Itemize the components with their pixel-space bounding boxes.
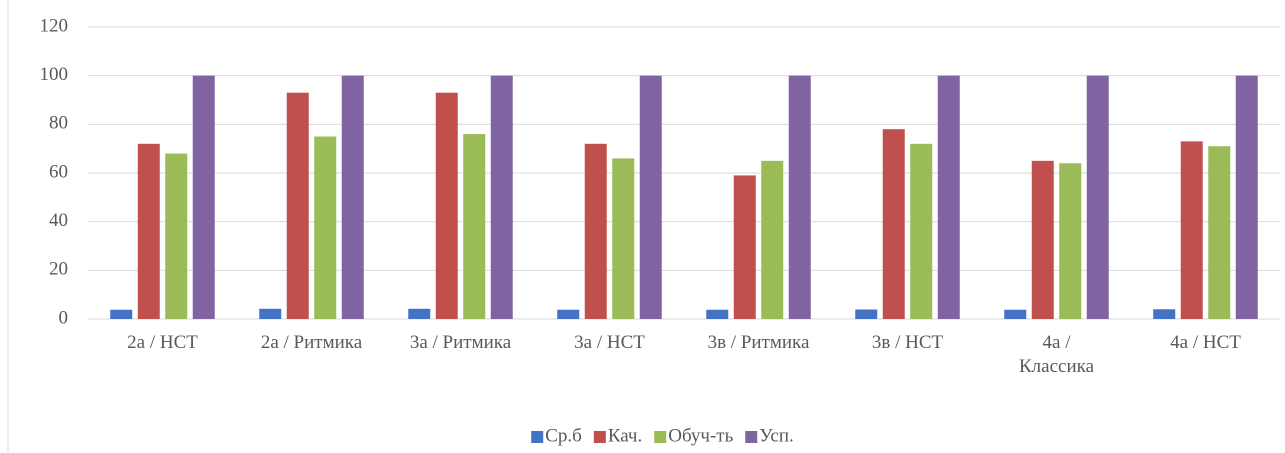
bar <box>910 143 933 319</box>
bar <box>165 153 188 319</box>
bar <box>137 143 160 319</box>
x-tick-label: 4а / Классика <box>1019 332 1094 377</box>
bar <box>1086 75 1109 320</box>
y-tick-label: 120 <box>40 15 69 36</box>
x-tick-label: 2а / НСТ <box>127 332 198 353</box>
bar <box>584 143 607 319</box>
bar <box>706 309 729 319</box>
y-tick-label: 100 <box>40 64 69 85</box>
bar <box>788 75 811 320</box>
bar <box>259 308 282 319</box>
bar <box>937 75 960 320</box>
bar <box>286 92 309 319</box>
bar <box>882 129 905 319</box>
legend-swatch <box>531 431 544 443</box>
x-tick-label: 4а / НСТ <box>1170 332 1241 353</box>
bar <box>733 175 756 319</box>
legend-label: Обуч-ть <box>668 425 733 446</box>
bar <box>1235 75 1258 320</box>
bar <box>408 308 431 319</box>
bar <box>192 75 215 320</box>
x-tick-label: 3а / Ритмика <box>409 332 512 353</box>
x-tick-label: 3в / Ритмика <box>707 332 810 353</box>
x-tick-label: 2а / Ритмика <box>260 332 363 353</box>
legend-swatch <box>745 431 758 443</box>
bar <box>557 309 580 319</box>
bar <box>1031 160 1054 319</box>
bar <box>1059 163 1082 319</box>
bar <box>463 134 486 319</box>
legend-swatch <box>654 431 667 443</box>
y-tick-label: 80 <box>49 113 68 134</box>
bar <box>612 158 635 319</box>
bar <box>855 309 878 319</box>
y-tick-label: 0 <box>59 307 69 328</box>
y-tick-label: 40 <box>49 210 68 231</box>
legend-swatch <box>593 431 606 443</box>
legend-label: Кач. <box>608 425 642 446</box>
x-tick-label: 3а / НСТ <box>574 332 645 353</box>
bar <box>490 75 513 320</box>
y-tick-label: 20 <box>49 259 68 280</box>
bar <box>314 136 337 319</box>
bar <box>341 75 364 320</box>
bar <box>435 92 458 319</box>
legend-label: Усп. <box>759 425 794 446</box>
legend-label: Ср.б <box>545 425 582 446</box>
x-tick-label: 3в / НСТ <box>871 332 944 353</box>
bar <box>110 309 133 319</box>
bar <box>1004 309 1027 319</box>
bar <box>1153 309 1176 319</box>
y-tick-label: 60 <box>49 161 68 182</box>
bar <box>761 160 784 319</box>
bar <box>1180 141 1203 319</box>
bar <box>639 75 662 320</box>
bar <box>1208 146 1231 319</box>
